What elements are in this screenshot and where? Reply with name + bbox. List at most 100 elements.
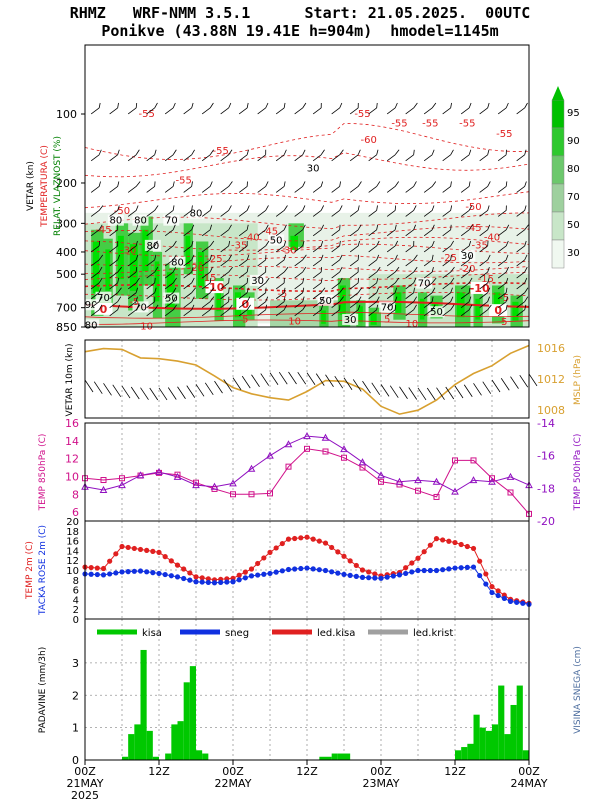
wind-barb-flag: [450, 205, 453, 211]
temp500-point: [192, 481, 200, 489]
wind-barb: [405, 107, 414, 115]
wind-barb-flag: [394, 240, 399, 247]
wind10m-barb: [103, 383, 112, 396]
wind10m-barb: [260, 373, 270, 386]
wind-barb-flag: [191, 287, 196, 294]
wind-barb: [405, 282, 414, 290]
dewpoint2m-point: [125, 569, 131, 575]
wind-barb-flag: [228, 205, 232, 211]
wind-barb: [220, 301, 229, 308]
temperature-contour-label: -60: [360, 135, 376, 146]
wind-barb-flag: [265, 102, 269, 109]
temp2m-point: [329, 544, 335, 551]
temp850-line: [84, 448, 530, 515]
wind-barb-flag: [450, 254, 452, 260]
wind-barb-flag: [524, 296, 529, 302]
wind-barb: [312, 309, 322, 317]
wind-barb-flag: [431, 287, 436, 293]
wind-barb: [275, 210, 285, 217]
temp-label-bg: [470, 281, 489, 294]
time-tick-label: 12Z: [148, 765, 170, 778]
wind-barb-flag: [339, 181, 341, 187]
temp500-tick-label: -16: [537, 450, 555, 463]
dewpoint2m-point: [304, 565, 310, 571]
temp2m-point: [187, 570, 193, 576]
time-tick-label: 00Z: [74, 765, 96, 778]
temp500-tick-label: -18: [537, 482, 555, 495]
wind-barb: [90, 229, 100, 237]
dewpoint2m-point: [396, 572, 403, 578]
dewpoint2m-point: [193, 579, 199, 585]
temp2m-point: [94, 565, 100, 571]
wind-barb: [460, 259, 470, 267]
wind-barb-flag: [117, 205, 120, 211]
wind-barb: [146, 229, 155, 237]
wind-barb: [90, 186, 100, 193]
wind-barb: [442, 259, 451, 267]
temperature-contour-label: -55: [354, 109, 370, 120]
wind-barb-flag: [339, 287, 344, 293]
wind-barb: [294, 282, 303, 290]
dewpoint2m-point: [384, 574, 390, 580]
wind-barb: [109, 210, 118, 217]
wind-barb: [386, 245, 396, 253]
temp850-point: [341, 454, 347, 461]
temp2m-point: [205, 576, 211, 582]
wind-barb-flag: [376, 296, 380, 302]
wind10m-barb: [482, 381, 492, 394]
wind-barb: [479, 229, 488, 237]
temperature-contour: [84, 123, 530, 160]
wind10m-barb: [389, 385, 399, 398]
wind-barb-flag: [487, 266, 490, 273]
dewpoint2m-point: [421, 567, 427, 574]
wind-barb-flag: [339, 266, 343, 273]
wind-barb-flag: [450, 304, 455, 311]
wind-barb-flag: [357, 149, 361, 155]
wind-barb-flag: [172, 240, 177, 247]
temp2m-point: [495, 588, 501, 594]
temp-label-bg: [205, 281, 224, 294]
dewpoint2m-point: [150, 570, 156, 576]
wind10m-barb: [241, 375, 251, 389]
wind-barb: [497, 229, 507, 237]
temperature-contour: [84, 271, 530, 282]
wind-barb-flag: [524, 287, 529, 293]
humidity-label-bg: [317, 294, 334, 306]
wind-barb-flag: [431, 266, 434, 273]
wind-barb: [183, 282, 192, 290]
temp500-point: [210, 482, 219, 490]
wind-barb-flag: [228, 266, 233, 273]
mslp-tick-label: 1012: [537, 373, 565, 386]
wind-barb-flag: [154, 240, 158, 247]
humidity-cell-saturated: [419, 298, 425, 320]
wind-barb-flag: [283, 296, 286, 302]
temperature-contour-label: 0: [494, 304, 502, 317]
wind-barb-flag: [357, 205, 360, 211]
wind-barb-flag: [302, 304, 307, 311]
wind-barb: [312, 186, 322, 193]
dewpoint2m-point: [236, 577, 242, 583]
wind-barb: [516, 229, 525, 237]
temp2m-point: [242, 569, 248, 575]
wind-barb: [201, 271, 211, 279]
wind-barb-flag: [302, 277, 305, 284]
wind-barb-flag: [487, 254, 491, 261]
wind-barb-flag: [98, 224, 103, 231]
pressure-tick-label: 200: [56, 177, 77, 190]
wind-barb-flag: [468, 181, 471, 187]
ylabel-precip: PADAVINE (mm/3h): [38, 647, 48, 733]
wind-barb-flag: [302, 149, 306, 155]
humidity-label-bg: [132, 214, 149, 226]
temp500-point: [488, 477, 496, 485]
humidity-cell-saturated: [216, 285, 221, 312]
wind-barb: [460, 292, 470, 300]
wind-barb-flag: [98, 240, 101, 247]
temp500-point: [118, 481, 126, 489]
wind-barb-flag: [450, 266, 455, 273]
wind-barb-flag: [154, 205, 159, 211]
wind-barb: [294, 292, 303, 300]
wind-barb: [516, 292, 525, 300]
wind-barb-flag: [450, 149, 454, 155]
humidity-label-bg: [144, 239, 161, 251]
wind-barb-flag: [191, 254, 195, 261]
